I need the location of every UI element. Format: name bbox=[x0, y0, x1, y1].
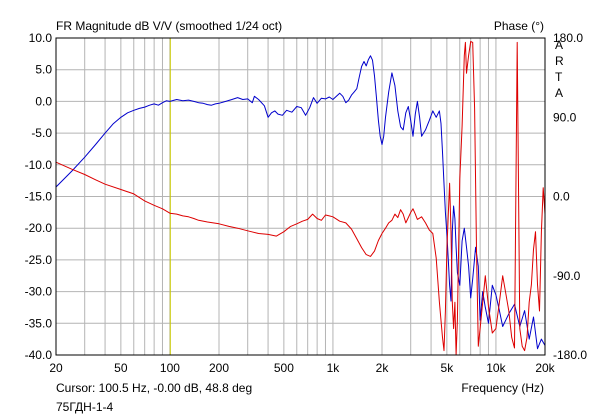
y-tick-label-6: -20.0 bbox=[25, 221, 53, 235]
phase-tick-label-0: 180.0 bbox=[553, 31, 583, 45]
grid bbox=[56, 38, 545, 355]
x-axis-title: Frequency (Hz) bbox=[461, 381, 544, 395]
x-tick-label-8: 10k bbox=[486, 361, 506, 375]
plot-frame bbox=[55, 37, 546, 356]
y-tick-label-2: 0.0 bbox=[35, 94, 52, 108]
phase-series-line bbox=[55, 41, 546, 356]
y-tick-label-7: -25.0 bbox=[25, 253, 53, 267]
chart-title: FR Magnitude dB V/V (smoothed 1/24 oct) bbox=[56, 19, 282, 33]
measurement-label: 75ГДН-1-4 bbox=[56, 400, 114, 414]
arta-letter-0: A bbox=[555, 38, 563, 52]
arta-letter-1: R bbox=[555, 54, 564, 68]
x-tick-label-9: 20k bbox=[535, 361, 555, 375]
phase-axis-labels: 180.0 90.0 0.0 -90.0 -180.0 bbox=[553, 31, 587, 362]
x-tick-label-3: 200 bbox=[209, 361, 229, 375]
magnitude-series-line bbox=[55, 55, 546, 350]
x-axis-labels: 20 50 100 200 500 1k 2k 5k 10k 20k bbox=[49, 361, 555, 375]
y-tick-label-5: -15.0 bbox=[25, 190, 53, 204]
y-tick-label-9: -35.0 bbox=[25, 316, 53, 330]
x-tick-label-7: 5k bbox=[441, 361, 455, 375]
x-tick-label-0: 20 bbox=[49, 361, 63, 375]
x-tick-label-5: 1k bbox=[327, 361, 341, 375]
y-tick-label-4: -10.0 bbox=[25, 158, 53, 172]
phase-tick-label-2: 0.0 bbox=[553, 190, 570, 204]
series-layer bbox=[55, 41, 546, 356]
x-tick-label-2: 100 bbox=[160, 361, 180, 375]
y-tick-label-0: 10.0 bbox=[29, 31, 53, 45]
arta-letter-2: T bbox=[555, 70, 563, 84]
x-tick-label-4: 500 bbox=[274, 361, 294, 375]
cursor-readout: Cursor: 100.5 Hz, -0.00 dB, 48.8 deg bbox=[56, 381, 252, 395]
phase-tick-label-3: -90.0 bbox=[553, 269, 581, 283]
y-tick-label-3: -5.0 bbox=[31, 126, 52, 140]
y-tick-label-8: -30.0 bbox=[25, 285, 53, 299]
phase-tick-label-1: 90.0 bbox=[553, 110, 577, 124]
y-axis-labels: 10.0 5.0 0.0 -5.0 -10.0 -15.0 -20.0 -25.0 -30.0 -… bbox=[25, 31, 53, 362]
y-tick-label-1: 5.0 bbox=[35, 63, 52, 77]
y-tick-label-10: -40.0 bbox=[25, 348, 53, 362]
x-tick-label-6: 2k bbox=[376, 361, 390, 375]
phase-tick-label-4: -180.0 bbox=[553, 348, 587, 362]
arta-letter-3: A bbox=[555, 86, 563, 100]
phase-axis-title: Phase (°) bbox=[494, 19, 544, 33]
x-tick-label-1: 50 bbox=[114, 361, 128, 375]
